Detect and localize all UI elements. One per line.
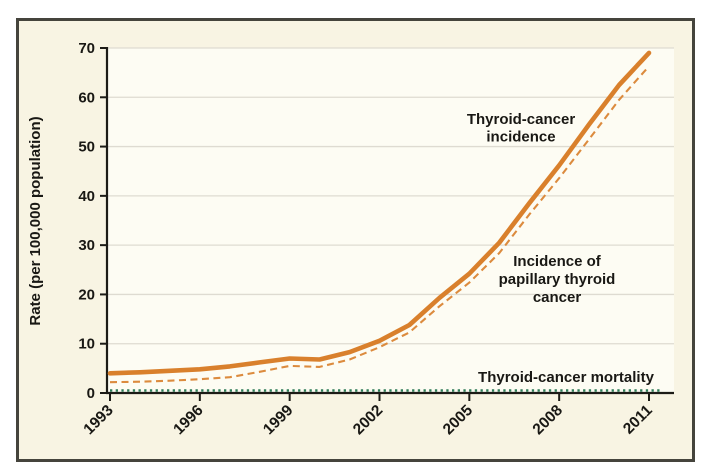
x-tick-label-1999: 1999 — [260, 402, 297, 439]
plot-area — [107, 48, 674, 393]
series-line-incidence-of-papillary-thyroid-cancer — [109, 65, 650, 384]
x-tick-label-2002: 2002 — [350, 402, 386, 438]
gridlines — [107, 47, 674, 345]
papillary-label: Incidence of papillary thyroid cancer — [499, 253, 616, 306]
x-tick-labels: 1993 1996 1999 2002 2005 2008 2011 — [80, 402, 656, 439]
y-tick-label-40: 40 — [78, 188, 95, 205]
x-tick-label-2008: 2008 — [530, 402, 567, 439]
plot-background — [107, 48, 674, 393]
y-tick-label-0: 0 — [87, 385, 95, 402]
y-tick-labels: 0 10 20 30 40 50 60 70 — [78, 40, 95, 402]
series-lines — [107, 50, 662, 392]
y-tick-label-30: 30 — [78, 237, 95, 254]
x-tick-label-2005: 2005 — [440, 402, 477, 439]
y-tick-label-10: 10 — [78, 336, 95, 353]
x-tick-label-1996: 1996 — [170, 402, 207, 439]
x-tick-label-1993: 1993 — [80, 402, 117, 439]
y-tick-label-20: 20 — [78, 286, 95, 303]
series-line-thyroid-cancer-incidence — [107, 50, 652, 376]
x-tick-label-2011: 2011 — [620, 402, 656, 438]
y-tick-label-60: 60 — [78, 89, 95, 106]
annotations: Thyroid-cancer incidence Incidence of papil… — [467, 111, 655, 386]
axes — [100, 47, 674, 401]
y-tick-label-70: 70 — [78, 40, 95, 57]
y-axis-title: Rate (per 100,000 population) — [27, 116, 44, 325]
mortality-label: Thyroid-cancer mortality — [478, 369, 655, 386]
y-tick-label-50: 50 — [78, 139, 95, 156]
incidence-label: Thyroid-cancer incidence — [467, 111, 576, 146]
